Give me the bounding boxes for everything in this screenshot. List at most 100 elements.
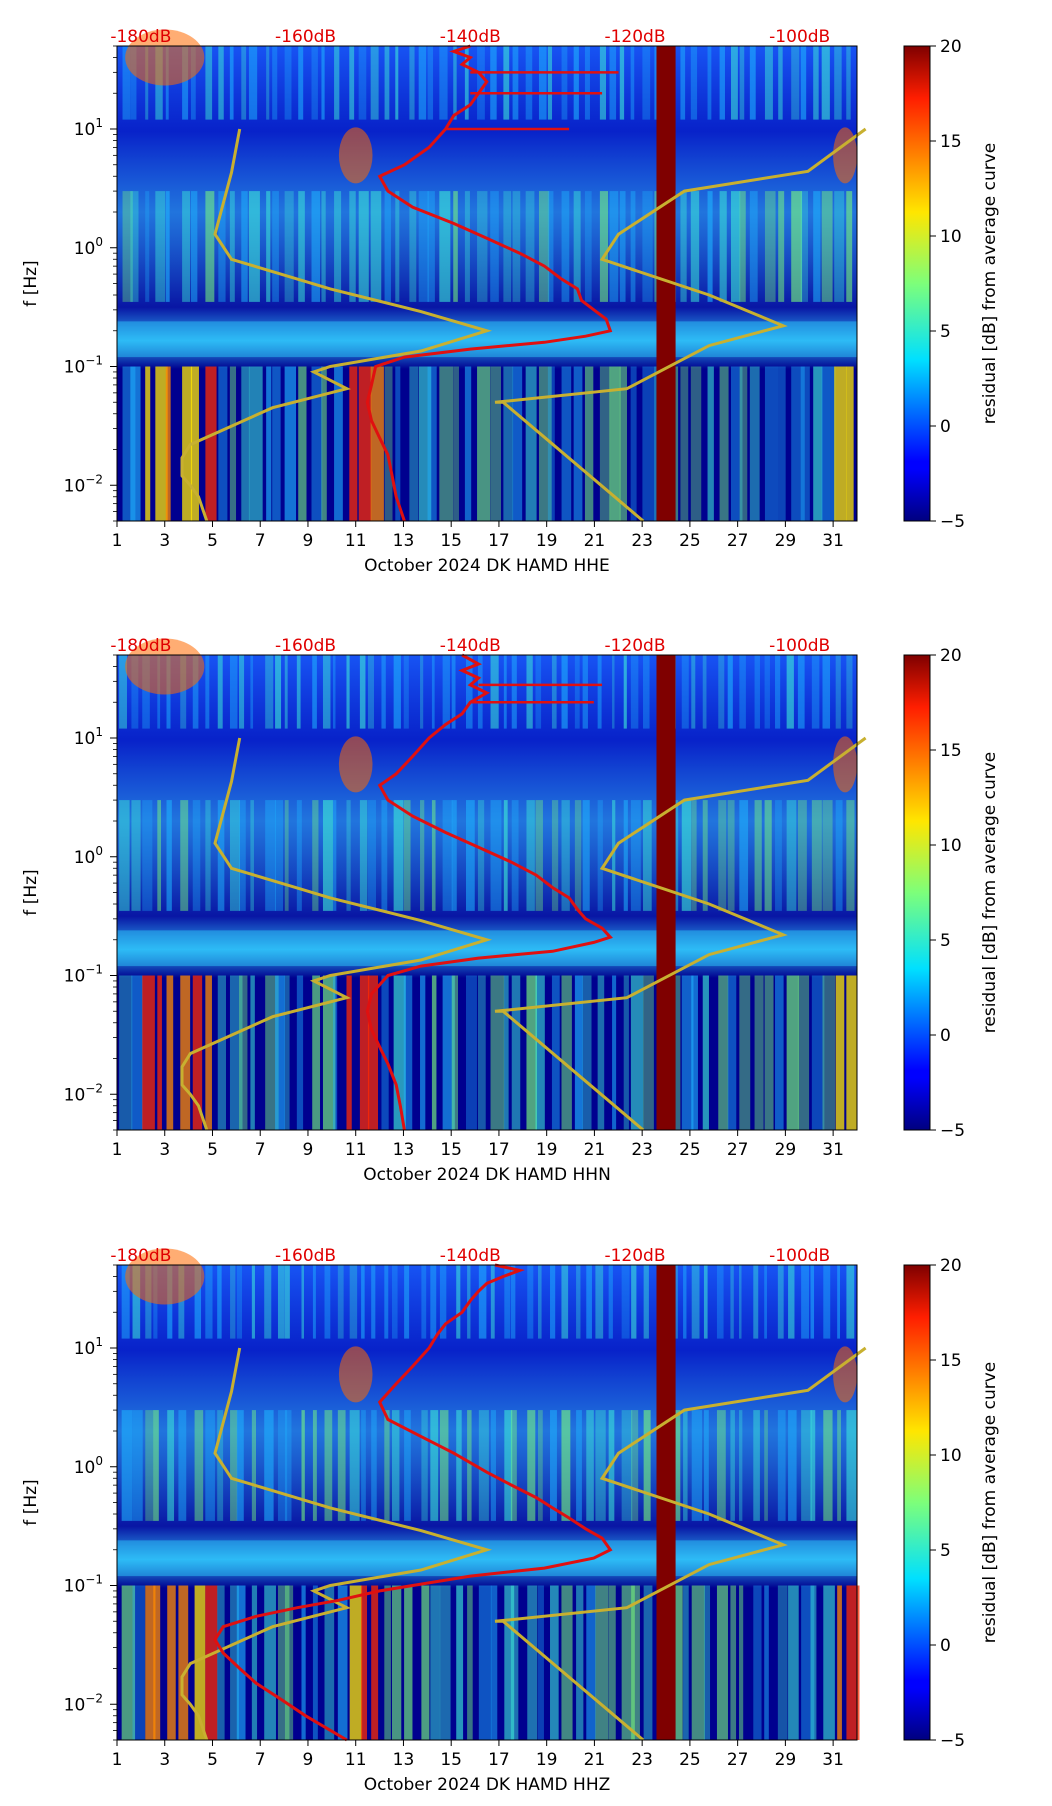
microseism-stripe (393, 800, 404, 911)
high-frequency-stripe (597, 655, 602, 729)
y-tick-label: 100 (74, 235, 103, 259)
low-frequency-stripe (217, 975, 226, 1130)
high-frequency-stripe (561, 46, 568, 120)
microseism-stripe (800, 191, 809, 302)
low-frequency-stripe (574, 975, 583, 1130)
low-frequency-stripe (608, 1585, 616, 1740)
microseism-stripe (311, 191, 321, 302)
high-frequency-stripe (132, 1265, 141, 1339)
microseism-stripe (180, 800, 189, 911)
microseism-stripe (464, 191, 470, 302)
energy-blob (338, 127, 373, 184)
microseism-stripe (409, 191, 417, 302)
high-frequency-stripe (241, 46, 247, 120)
low-frequency-stripe (716, 1585, 728, 1740)
low-noise-model-curve (180, 128, 493, 522)
microseism-stripe (145, 1410, 154, 1521)
high-frequency-stripe (439, 1265, 447, 1339)
high-frequency-stripe (551, 655, 557, 729)
microseism-stripe (718, 800, 727, 911)
microseism-stripe (537, 1410, 543, 1521)
low-frequency-stripe (813, 366, 823, 521)
low-frequency-stripe (431, 975, 437, 1130)
microseism-stripe (420, 800, 425, 911)
high-frequency-stripe (810, 1265, 815, 1339)
low-frequency-stripe (681, 975, 694, 1130)
microseism-stripe (477, 191, 488, 302)
low-frequency-stripe (823, 1585, 835, 1740)
low-frequency-stripe (551, 975, 560, 1130)
high-frequency-stripe (205, 1265, 213, 1339)
microseism-stripe (264, 1410, 274, 1521)
low-frequency-stripe (381, 975, 389, 1130)
microseism-stripe (576, 1410, 582, 1521)
microseism-stripe (834, 191, 845, 302)
microseism-stripe (642, 191, 653, 302)
high-frequency-stripe (194, 1265, 202, 1339)
low-frequency-stripe (561, 975, 572, 1130)
microseism-stripe (384, 1410, 390, 1521)
microseism-stripe (504, 1410, 513, 1521)
microseism-stripe (719, 191, 727, 302)
microseism-stripe (122, 191, 133, 302)
low-frequency-stripe (312, 1585, 318, 1740)
low-frequency-stripe (346, 975, 352, 1130)
low-frequency-stripe (241, 366, 250, 521)
high-frequency-stripe (349, 46, 355, 120)
high-frequency-stripe (192, 655, 199, 729)
high-frequency-stripe (846, 655, 853, 729)
low-frequency-stripe (409, 366, 419, 521)
microseism-stripe (229, 800, 240, 911)
high-frequency-stripe (367, 655, 374, 729)
x-tick-label: 31 (822, 1140, 844, 1160)
high-frequency-stripe (753, 1265, 759, 1339)
microseism-stripe (217, 1410, 224, 1521)
x-tick-label: 31 (822, 531, 844, 551)
microseism-stripe (503, 800, 508, 911)
low-frequency-stripe (322, 975, 336, 1130)
low-frequency-stripe (312, 975, 321, 1130)
microseism-stripe (630, 800, 641, 911)
high-frequency-stripe (337, 1265, 344, 1339)
microseism-stripe (395, 191, 400, 302)
microseism-stripe (786, 800, 797, 911)
high-frequency-stripe (490, 1265, 495, 1339)
microseism-stripe (749, 191, 758, 302)
low-frequency-stripe (178, 1585, 189, 1740)
microseism-stripe (586, 1410, 594, 1521)
low-noise-model-curve (180, 737, 493, 1131)
colorbar-tick-label: 10 (940, 836, 962, 856)
low-frequency-stripe (367, 975, 379, 1130)
high-noise-model-curve (494, 736, 867, 1132)
microseism-stripe (384, 191, 391, 302)
microseism-stripe (167, 1410, 175, 1521)
low-frequency-stripe (277, 1585, 290, 1740)
low-frequency-stripe (194, 1585, 206, 1740)
low-frequency-stripe (301, 1585, 306, 1740)
low-frequency-stripe (561, 366, 572, 521)
microseism-stripe (453, 191, 458, 302)
y-axis-label: f [Hz] (21, 260, 41, 306)
x-tick-label: 21 (584, 1750, 606, 1770)
high-frequency-stripe (683, 1265, 687, 1339)
low-frequency-stripe (384, 366, 393, 521)
low-frequency-stripe (764, 1585, 769, 1740)
microseism-stripe (427, 191, 435, 302)
microseism-stripe (754, 800, 762, 911)
low-frequency-stripe (690, 366, 702, 521)
high-frequency-stripe (690, 46, 698, 120)
high-frequency-stripe (574, 655, 580, 729)
low-frequency-stripe (810, 1585, 817, 1740)
low-frequency-stripe (739, 1585, 744, 1740)
high-frequency-stripe (691, 1265, 700, 1339)
x-tick-label: 29 (775, 1750, 797, 1770)
low-frequency-stripe (791, 366, 805, 521)
y-axis-label: f [Hz] (21, 1479, 41, 1525)
top-db-label: -140dB (440, 27, 501, 47)
microseism-stripe (599, 191, 609, 302)
top-db-label: -160dB (275, 27, 336, 47)
low-frequency-stripe (835, 975, 845, 1130)
high-frequency-stripe (512, 46, 519, 120)
high-frequency-stripe (623, 655, 627, 729)
x-tick-label: 27 (727, 1140, 749, 1160)
